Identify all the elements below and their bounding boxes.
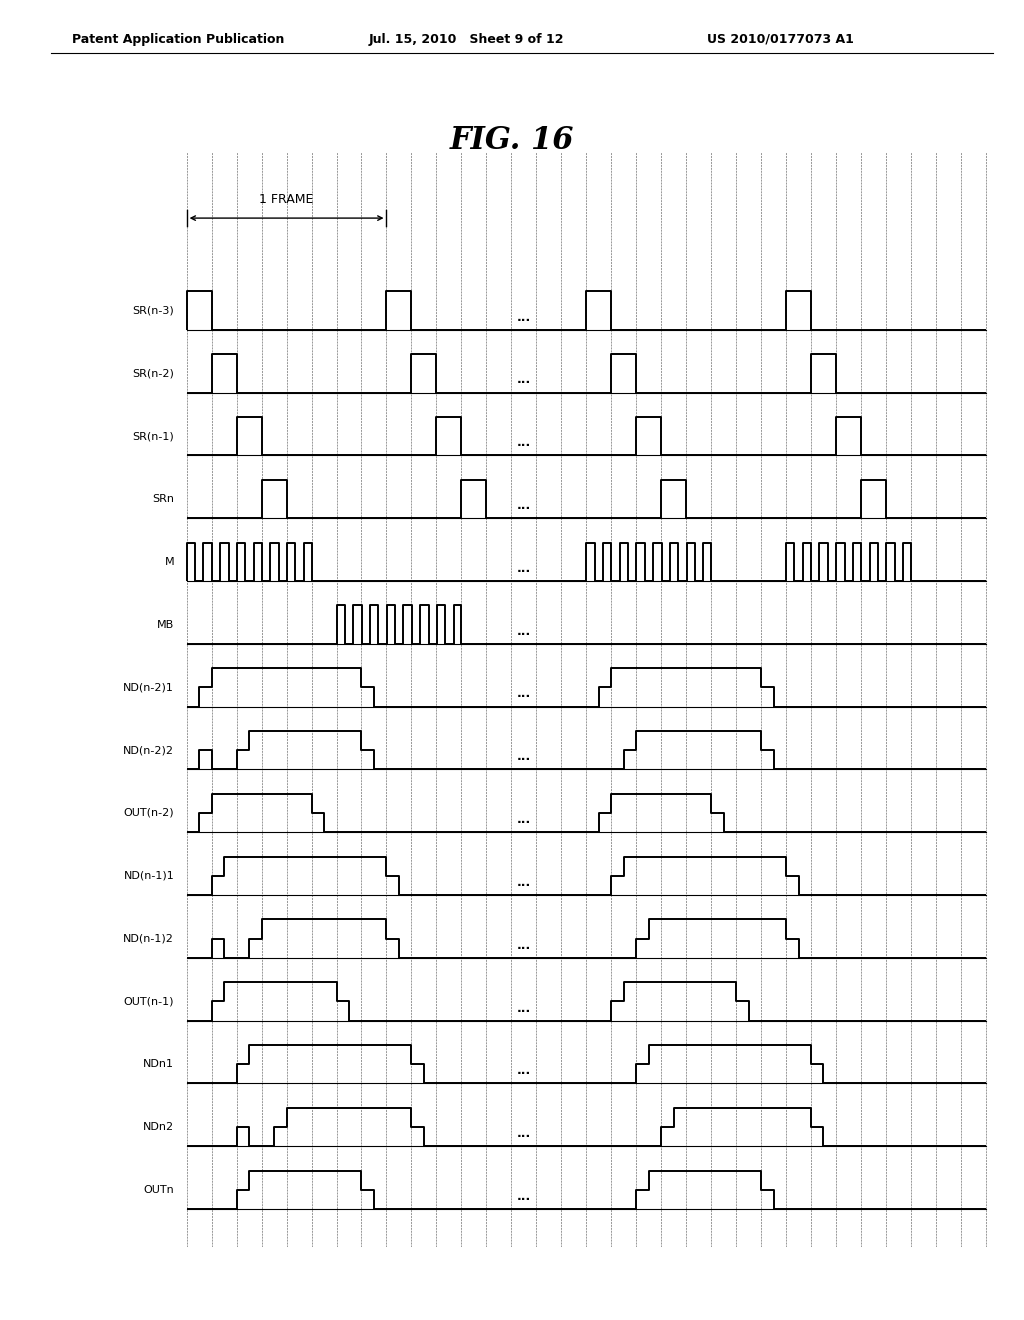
Text: SR(n-1): SR(n-1) <box>132 432 174 441</box>
Text: MB: MB <box>157 619 174 630</box>
Text: ···: ··· <box>517 440 530 453</box>
Text: NDn2: NDn2 <box>143 1122 174 1133</box>
Text: ···: ··· <box>517 1005 530 1018</box>
Text: 1 FRAME: 1 FRAME <box>259 193 313 206</box>
Text: ···: ··· <box>517 1193 530 1206</box>
Text: M: M <box>165 557 174 566</box>
Text: ···: ··· <box>517 754 530 767</box>
Text: Jul. 15, 2010   Sheet 9 of 12: Jul. 15, 2010 Sheet 9 of 12 <box>369 33 564 46</box>
Text: Patent Application Publication: Patent Application Publication <box>72 33 284 46</box>
Text: SR(n-3): SR(n-3) <box>132 305 174 315</box>
Text: US 2010/0177073 A1: US 2010/0177073 A1 <box>707 33 853 46</box>
Text: ···: ··· <box>517 502 530 515</box>
Text: ND(n-2)2: ND(n-2)2 <box>123 746 174 755</box>
Text: OUTn: OUTn <box>143 1185 174 1195</box>
Text: ND(n-1)1: ND(n-1)1 <box>124 871 174 880</box>
Text: ···: ··· <box>517 941 530 954</box>
Text: OUT(n-1): OUT(n-1) <box>124 997 174 1006</box>
Text: NDn1: NDn1 <box>143 1059 174 1069</box>
Text: OUT(n-2): OUT(n-2) <box>124 808 174 818</box>
Text: ···: ··· <box>517 376 530 389</box>
Text: SR(n-2): SR(n-2) <box>132 368 174 379</box>
Text: ···: ··· <box>517 628 530 640</box>
Text: ND(n-1)2: ND(n-1)2 <box>123 933 174 944</box>
Text: ND(n-2)1: ND(n-2)1 <box>123 682 174 693</box>
Text: ···: ··· <box>517 314 530 326</box>
Text: ···: ··· <box>517 565 530 578</box>
Text: ···: ··· <box>517 816 530 829</box>
Text: ···: ··· <box>517 879 530 892</box>
Text: ···: ··· <box>517 690 530 704</box>
Text: SRn: SRn <box>153 494 174 504</box>
Text: ···: ··· <box>517 1068 530 1080</box>
Text: ···: ··· <box>517 1130 530 1143</box>
Text: FIG. 16: FIG. 16 <box>450 125 574 156</box>
